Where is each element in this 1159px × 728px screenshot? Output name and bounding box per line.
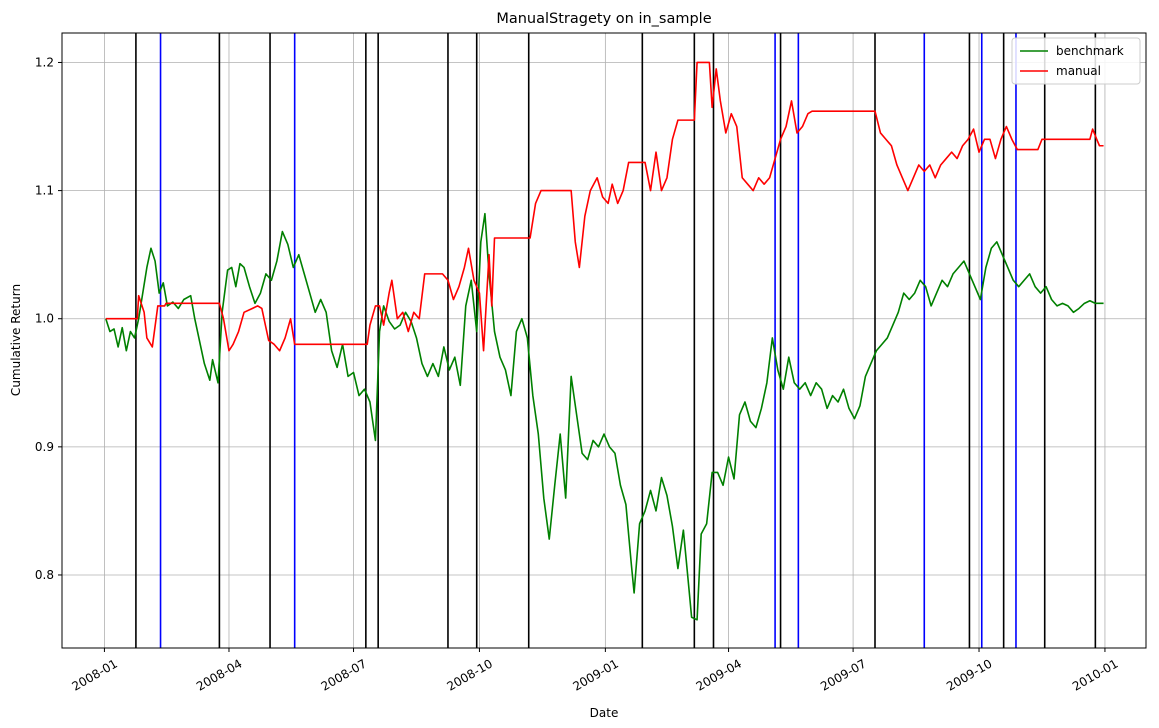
y-tick-label: 1.0 xyxy=(35,312,54,326)
y-axis-label: Cumulative Return xyxy=(9,284,23,396)
legend-label-benchmark: benchmark xyxy=(1056,44,1124,58)
legend: benchmark manual xyxy=(1011,37,1141,85)
series-lines xyxy=(105,61,1104,621)
y-tick-label: 0.9 xyxy=(35,440,54,454)
y-tick-label: 0.8 xyxy=(35,568,54,582)
chart-title: ManualStragety on in_sample xyxy=(496,11,711,27)
benchmark-line xyxy=(105,212,1104,621)
y-tick-label: 1.1 xyxy=(35,184,54,198)
plot-area-frame xyxy=(61,32,1147,649)
x-axis-label: Date xyxy=(590,706,619,720)
y-tick-label: 1.2 xyxy=(35,55,54,69)
y-axis: 0.8 0.9 1.0 1.1 1.2 xyxy=(35,55,62,582)
legend-box xyxy=(1011,37,1141,85)
manual-line xyxy=(105,61,1104,352)
legend-label-manual: manual xyxy=(1056,64,1101,78)
